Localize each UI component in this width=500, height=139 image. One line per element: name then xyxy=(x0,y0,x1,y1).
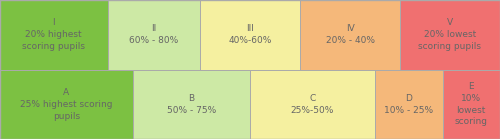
Bar xyxy=(250,70,375,139)
Text: II
60% - 80%: II 60% - 80% xyxy=(129,24,178,45)
Bar xyxy=(108,0,200,70)
Bar xyxy=(0,70,132,139)
Bar xyxy=(300,0,400,70)
Text: D
10% - 25%: D 10% - 25% xyxy=(384,94,434,115)
Bar xyxy=(442,70,500,139)
Text: A
25% highest scoring
pupils: A 25% highest scoring pupils xyxy=(20,88,112,121)
Text: E
10%
lowest
scoring: E 10% lowest scoring xyxy=(455,82,488,126)
Text: C
25%-50%: C 25%-50% xyxy=(291,94,334,115)
Text: III
40%-60%: III 40%-60% xyxy=(228,24,272,45)
Bar xyxy=(0,0,108,70)
Bar xyxy=(400,0,500,70)
Bar xyxy=(200,0,300,70)
Text: B
50% - 75%: B 50% - 75% xyxy=(166,94,216,115)
Text: I
20% highest
scoring pupils: I 20% highest scoring pupils xyxy=(22,18,85,51)
Text: V
20% lowest
scoring pupils: V 20% lowest scoring pupils xyxy=(418,18,482,51)
Text: IV
20% - 40%: IV 20% - 40% xyxy=(326,24,374,45)
Bar xyxy=(375,70,442,139)
Bar xyxy=(132,70,250,139)
